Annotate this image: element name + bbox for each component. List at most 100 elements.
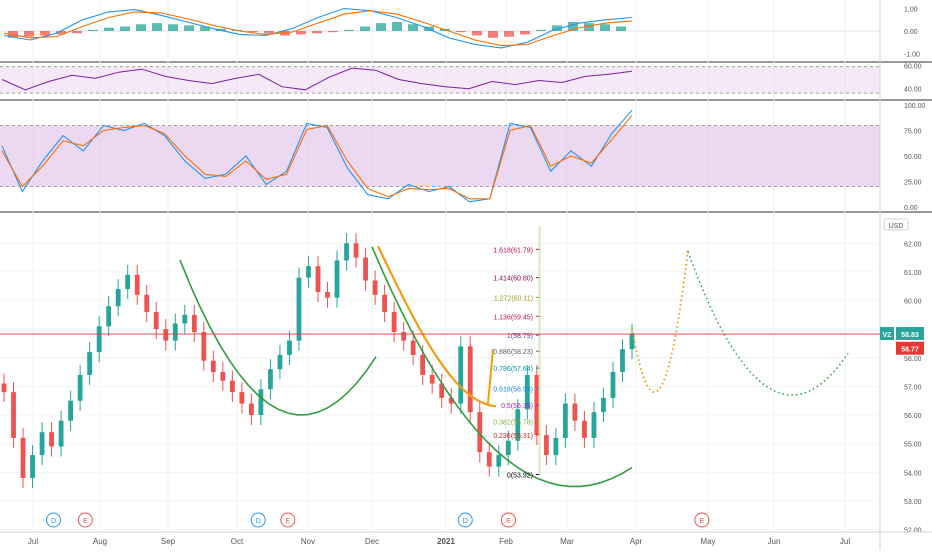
candle-body <box>163 329 169 341</box>
candle-body <box>220 372 226 381</box>
macd-histogram-bar <box>120 26 130 31</box>
macd-histogram-bar <box>520 31 530 35</box>
candle-body <box>344 243 349 261</box>
stoch-y-tick: 75.00 <box>904 129 922 136</box>
event-marker-label: E <box>506 518 511 525</box>
candle-body <box>134 274 140 295</box>
macd-histogram-bar <box>88 29 98 31</box>
currency-badge: USD <box>889 223 904 230</box>
candle-body <box>315 266 321 292</box>
event-marker-e[interactable] <box>77 512 93 528</box>
ref-price-tag-bg <box>896 341 924 355</box>
candle-body <box>248 403 254 416</box>
candle-body <box>553 437 559 456</box>
candle-body <box>68 400 74 421</box>
candle-body <box>229 380 235 393</box>
rsi-pane[interactable] <box>1 67 633 91</box>
handle-curve <box>377 245 497 408</box>
candle-body <box>325 291 330 298</box>
fib-label: 0.5(56.35) <box>501 403 533 410</box>
macd-histogram-bar <box>616 26 626 31</box>
event-marker-e[interactable] <box>500 512 516 528</box>
fib-label: 0.618(56.93) <box>493 386 533 393</box>
macd-y-tick: 0.00 <box>904 29 918 36</box>
candle-body <box>620 349 625 373</box>
event-marker-d[interactable] <box>250 512 266 528</box>
macd-histogram-bar <box>40 31 50 36</box>
event-marker-d[interactable] <box>457 512 473 528</box>
price-y-tick: 58.00 <box>904 356 922 363</box>
event-marker-label: E <box>700 518 705 525</box>
macd-histogram-bar <box>504 31 514 37</box>
stoch-y-tick: 25.00 <box>904 179 922 186</box>
symbol-tag: VZ <box>883 332 893 339</box>
event-marker-e[interactable] <box>280 512 296 528</box>
macd-histogram-bar <box>584 23 594 31</box>
stoch-series-1 <box>1 114 633 200</box>
event-marker-label: E <box>285 518 290 525</box>
x-axis-label: Mar <box>560 537 574 546</box>
price-pane[interactable] <box>1 233 635 489</box>
candle-body <box>543 435 549 456</box>
candle-body <box>515 409 521 441</box>
last-price-tag-bg <box>896 327 924 341</box>
macd-pane[interactable] <box>0 7 880 49</box>
x-axis-label: Sep <box>161 537 176 546</box>
projection-handle <box>631 248 689 394</box>
stoch-rsi-pane[interactable] <box>1 109 633 203</box>
price-y-tick: 56.00 <box>904 413 922 420</box>
candle-body <box>562 403 568 438</box>
macd-histogram-bar <box>104 27 114 31</box>
price-y-tick: 54.00 <box>904 470 922 477</box>
macd-histogram-bar <box>472 31 482 36</box>
candle-body <box>30 455 35 478</box>
candle-body <box>306 266 311 278</box>
stoch-y-tick: 0.00 <box>904 205 918 212</box>
macd-histogram-bar <box>24 31 34 37</box>
macd-histogram-bar <box>152 23 162 31</box>
macd-histogram-bar <box>376 23 386 31</box>
candle-body <box>287 340 292 355</box>
macd-histogram-bar <box>456 31 466 33</box>
macd-histogram-bar <box>360 26 370 31</box>
macd-histogram-bar <box>168 24 178 31</box>
candle-body <box>172 323 178 341</box>
fib-label: 0(53.92) <box>507 473 533 480</box>
macd-histogram-bar <box>552 25 562 31</box>
candle-body <box>486 452 492 467</box>
candle-body <box>58 420 64 447</box>
macd-histogram-bar <box>72 31 82 34</box>
candle-body <box>429 374 435 384</box>
candle-body <box>258 389 264 416</box>
fib-label: 1.414(60.80) <box>493 276 533 283</box>
stoch-y-tick: 100.00 <box>904 103 926 110</box>
candle-body <box>353 243 359 258</box>
x-axis-label: Aug <box>93 537 107 546</box>
x-axis-label: Apr <box>630 537 643 546</box>
candle-body <box>277 354 283 370</box>
macd-histogram-bar <box>536 29 546 31</box>
projection-cup <box>687 251 849 396</box>
event-marker-label: D <box>463 518 468 525</box>
candle-body <box>496 455 502 467</box>
candle-body <box>11 392 16 438</box>
candle-body <box>629 334 635 350</box>
candle-body <box>591 412 597 438</box>
candle-body <box>610 372 616 398</box>
candle-body <box>182 314 188 324</box>
price-y-tick: 60.00 <box>904 299 922 306</box>
event-marker-e[interactable] <box>694 512 710 528</box>
macd-series-1 <box>3 10 633 47</box>
candle-body <box>77 374 83 401</box>
currency-badge-bg[interactable] <box>883 218 909 231</box>
candle-body <box>439 383 445 398</box>
event-marker-d[interactable] <box>45 512 61 528</box>
candle-body <box>582 420 587 438</box>
price-y-tick: 52.00 <box>904 528 922 535</box>
fib-label: 0.236(55.31) <box>493 433 533 440</box>
price-y-tick: 62.00 <box>904 241 922 248</box>
price-y-tick: 53.00 <box>904 499 922 506</box>
x-axis-label: 2021 <box>437 537 455 546</box>
